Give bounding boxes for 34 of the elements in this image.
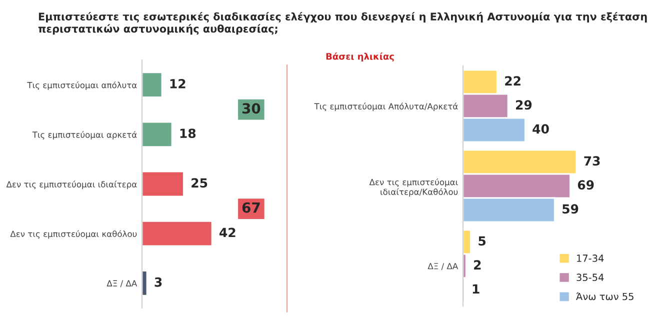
y-tick-label: ΔΞ / ΔΑ — [106, 280, 138, 288]
data-label: 22 — [505, 76, 520, 86]
data-label: 1 — [472, 284, 480, 294]
text: Βάσει ηλικίας — [326, 52, 394, 62]
y-tick-label: Τις εμπιστεύομαι αρκετά — [32, 131, 137, 140]
y-tick-label: Τις εμπιστεύομαι Απόλυτα/Αρκετά — [314, 102, 458, 112]
data-label: 73 — [584, 156, 600, 166]
y-tick-label: Δεν τις εμπιστεύομαι ιδιαίτερα/Καθόλου — [369, 178, 458, 197]
y-tick-label: Δεν τις εμπιστεύομαι ιδιαίτερα — [6, 180, 137, 190]
bar — [142, 72, 163, 98]
bar — [142, 121, 173, 148]
legend-label: 35-54 — [576, 274, 604, 282]
y-tick-label: Δεν τις εμπιστεύομαι καθόλου — [10, 230, 137, 239]
bar — [142, 220, 213, 247]
text: 67 — [242, 202, 260, 213]
legend-label: Άνω των 55 — [576, 292, 634, 300]
data-label: 2 — [474, 260, 481, 270]
y-tick-label: Τις εμπιστεύομαι απόλυτα — [27, 81, 137, 90]
data-label: 25 — [192, 178, 208, 188]
y-tick-label: ΔΞ / ΔΑ — [428, 263, 458, 270]
bar — [142, 270, 148, 296]
data-label: 12 — [170, 78, 186, 88]
text: Εμπιστεύεστε τις εσωτερικές διαδικασίες ελέγχου που διενεργεί η Ελληνική Αστυνομία για την εξέταση περιστατικών αστυνομικής αυθαιρεσίας; — [38, 12, 647, 35]
text: 30 — [242, 103, 260, 114]
bar — [142, 170, 184, 198]
data-label: 69 — [578, 180, 594, 190]
data-label: 5 — [478, 236, 486, 246]
data-label: 42 — [220, 228, 236, 238]
data-label: 3 — [154, 277, 162, 287]
data-label: 40 — [532, 124, 549, 134]
data-label: 18 — [180, 128, 196, 138]
data-label: 59 — [562, 204, 578, 214]
legend-label: 17-34 — [577, 254, 604, 262]
data-label: 29 — [516, 100, 532, 110]
